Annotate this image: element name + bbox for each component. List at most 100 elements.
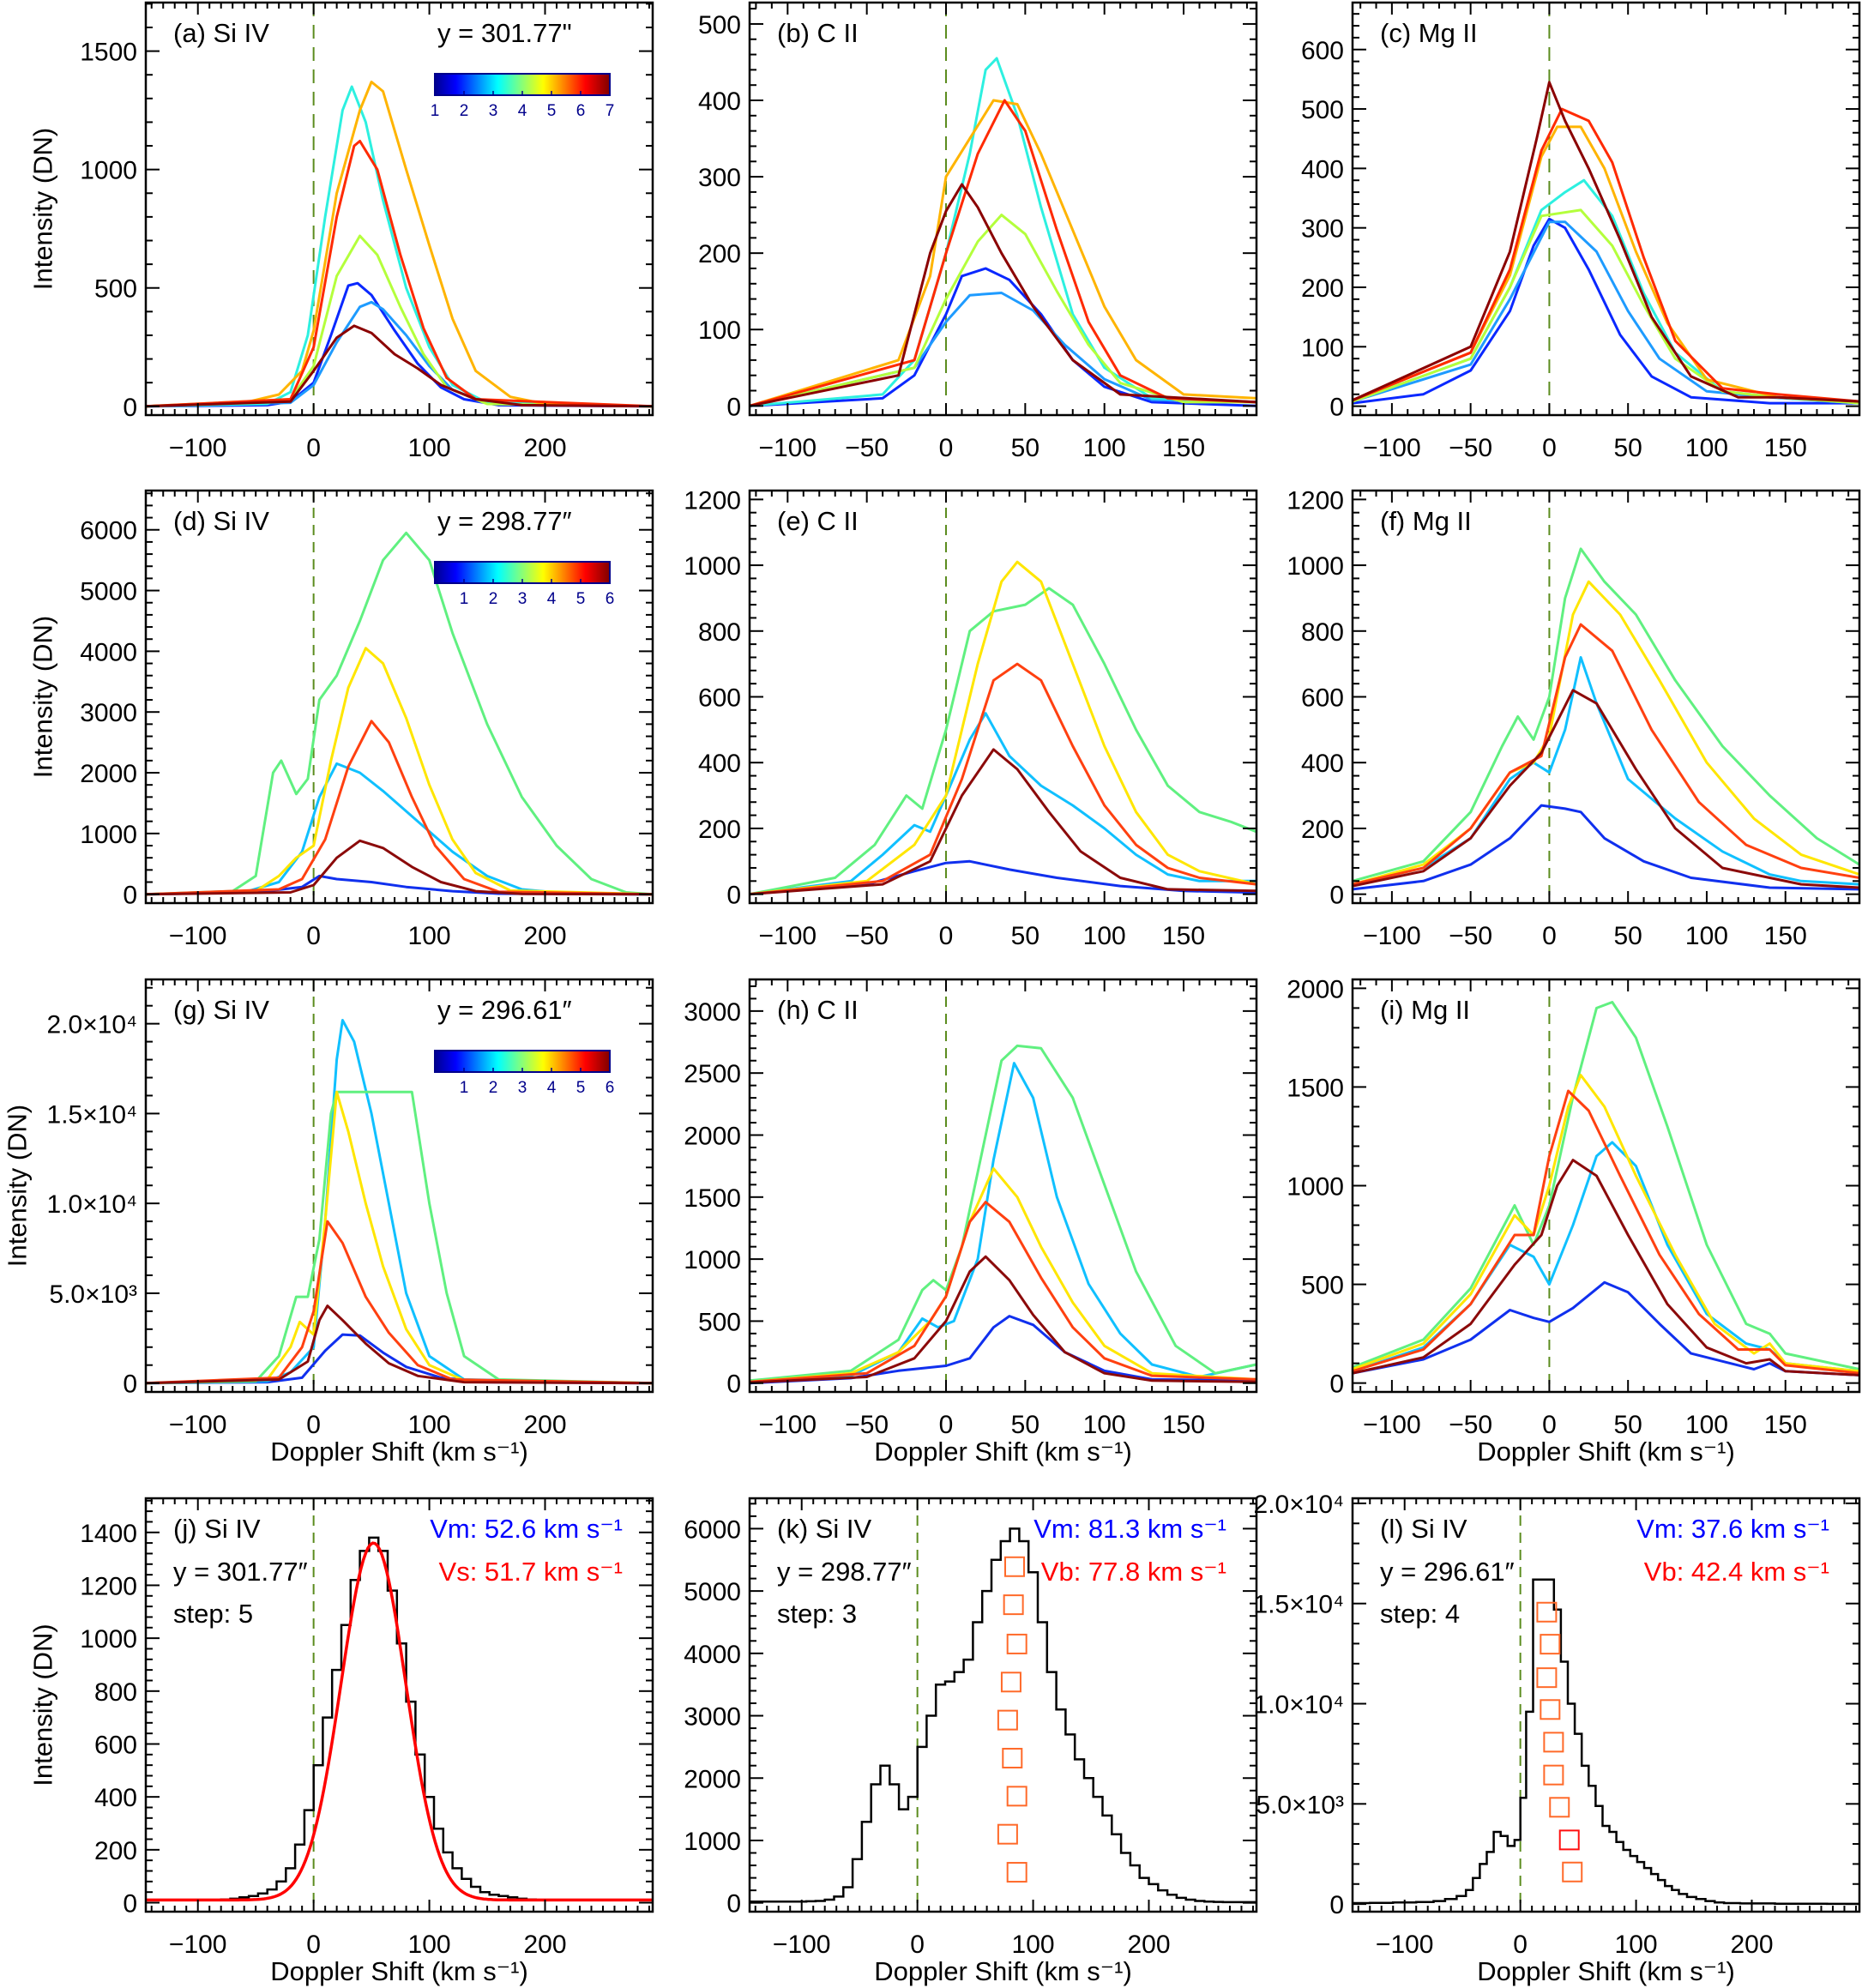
slit-position-text: y = 298.77″: [777, 1557, 912, 1587]
series-line-2: [750, 292, 1256, 407]
x-tick-label: −50: [845, 1411, 889, 1439]
x-tick-label: −50: [1449, 922, 1492, 950]
colorbar-tick-label: 5: [576, 1079, 586, 1097]
series-line-6: [750, 99, 1256, 407]
bisector-point: [1006, 1633, 1027, 1654]
bisector-point: [1540, 1699, 1561, 1720]
y-tick-label: 400: [1301, 750, 1344, 778]
y-tick-label: 2.0×10⁴: [47, 1011, 137, 1039]
series-line-6: [750, 1255, 1256, 1384]
plot-frame: [144, 1497, 654, 1913]
series-line-1: [146, 1333, 653, 1385]
y-tick-label: 2000: [684, 1122, 741, 1150]
series-line-3: [750, 57, 1256, 407]
plot-area: [146, 3, 653, 415]
y-tick-label: 0: [726, 393, 741, 421]
x-tick-label: 200: [523, 1931, 566, 1959]
y-tick-label: 1200: [80, 1572, 137, 1600]
x-tick-label: 0: [939, 1411, 954, 1439]
plot-frame: [748, 1, 1258, 417]
panel-c: −100 −50 0 50 100 150 0 100 200 300 400 500 600 (c) M…: [1301, 1, 1861, 462]
plot-frame: [748, 1497, 1258, 1913]
colorbar-tick-label: 3: [518, 590, 527, 608]
x-tick-label: −100: [169, 922, 227, 950]
y-tick-label: 0: [1329, 1371, 1344, 1399]
series-line-2: [1353, 220, 1859, 405]
series-line-4: [146, 647, 653, 896]
series-line-4: [146, 1090, 653, 1385]
y-tick-label: 1000: [1287, 1173, 1344, 1202]
y-tick-label: 6000: [684, 1515, 741, 1544]
series-line-6: [146, 140, 653, 408]
series-line-4: [750, 1167, 1256, 1383]
y-tick-label: 800: [698, 618, 741, 647]
y-tick-label: 1000: [684, 1246, 741, 1274]
x-tick-label: −100: [1363, 922, 1421, 950]
y-tick-label: 0: [1329, 394, 1344, 422]
y-tick-label: 1500: [80, 39, 137, 67]
histogram-profile: [1353, 1578, 1859, 1906]
y-tick-label: 4000: [80, 638, 137, 666]
plot-area: [1353, 3, 1859, 415]
colorbar-tick-label: 6: [606, 590, 615, 608]
colorbar-tick-label: 5: [576, 590, 586, 608]
x-tick-label: 100: [408, 1411, 451, 1439]
x-tick-label: 100: [1615, 1931, 1658, 1959]
x-tick-label: 200: [1730, 1931, 1773, 1959]
y-tick-label: 100: [1301, 334, 1344, 362]
colorbar-tick-label: 6: [606, 1079, 615, 1097]
x-tick-label: 0: [1542, 434, 1557, 462]
x-tick-label: 150: [1162, 1411, 1205, 1439]
panel-h: −100 −50 0 50 100 150050010001500200025003000…: [684, 978, 1258, 1467]
colorbar-tick-label: 4: [547, 1079, 557, 1097]
colorbar-tick-label: 5: [547, 102, 557, 120]
colorbar-tick-label: 2: [460, 102, 469, 120]
x-tick-label: 0: [939, 434, 954, 462]
x-tick-label: −100: [1363, 434, 1421, 462]
y-tick-label: 800: [94, 1678, 137, 1707]
y-tick-label: 3000: [80, 699, 137, 727]
bisector-point: [1000, 1672, 1021, 1693]
series-line-5: [146, 720, 653, 896]
slit-position-text: y = 298.77″: [437, 506, 572, 536]
panel-d: −100 0 100 2000100020003000400050006000Inte…: [28, 489, 654, 950]
series-line-5: [750, 99, 1256, 407]
x-axis-title: Doppler Shift (km s⁻¹): [1477, 1956, 1735, 1986]
x-tick-label: −100: [1363, 1411, 1421, 1439]
bisector-point: [1549, 1797, 1570, 1818]
x-tick-label: 150: [1764, 434, 1807, 462]
panel-label: (d) Si IV: [173, 506, 269, 536]
bisector-point: [1558, 1829, 1580, 1851]
panel-i: −100 −50 0 50 100 1500500100015002000Doppler …: [1287, 975, 1861, 1467]
x-axis-title: Doppler Shift (km s⁻¹): [270, 1956, 528, 1986]
colorbar-tick-label: 2: [489, 1079, 498, 1097]
y-tick-label: 4000: [684, 1641, 741, 1669]
panel-label: (c) Mg II: [1380, 18, 1478, 48]
step-text: step: 5: [173, 1599, 253, 1629]
bisector-point: [997, 1709, 1018, 1731]
series-line-3: [146, 1090, 653, 1385]
plot-area: [1353, 979, 1859, 1392]
series-line-6: [1353, 107, 1859, 403]
y-tick-label: 500: [1301, 96, 1344, 124]
series-line-7: [146, 324, 653, 408]
plot-frame: [748, 489, 1258, 905]
y-tick-label: 500: [1301, 1272, 1344, 1300]
y-tick-label: 0: [123, 394, 137, 422]
x-tick-label: 100: [1685, 434, 1728, 462]
x-tick-label: 200: [523, 1411, 566, 1439]
y-tick-label: 1.0×10⁴: [1254, 1691, 1344, 1720]
series-line-3: [750, 587, 1256, 896]
x-tick-label: −100: [1376, 1931, 1434, 1959]
panel-f: −100 −50 0 50 100 150 0 200 400 600 800 1000 1200 (f)…: [1287, 486, 1861, 950]
colorbar-tick-label: 7: [606, 102, 615, 120]
x-tick-label: 50: [1011, 1411, 1039, 1439]
series-line-6: [1353, 689, 1859, 889]
series-line-1: [1353, 1280, 1859, 1377]
y-axis-title: Intensity (DN): [28, 1624, 58, 1786]
y-tick-label: 300: [698, 164, 741, 192]
y-tick-label: 1000: [80, 821, 137, 849]
x-tick-label: −100: [169, 1411, 227, 1439]
x-tick-label: 0: [939, 922, 954, 950]
panel-label: (l) Si IV: [1380, 1514, 1467, 1544]
